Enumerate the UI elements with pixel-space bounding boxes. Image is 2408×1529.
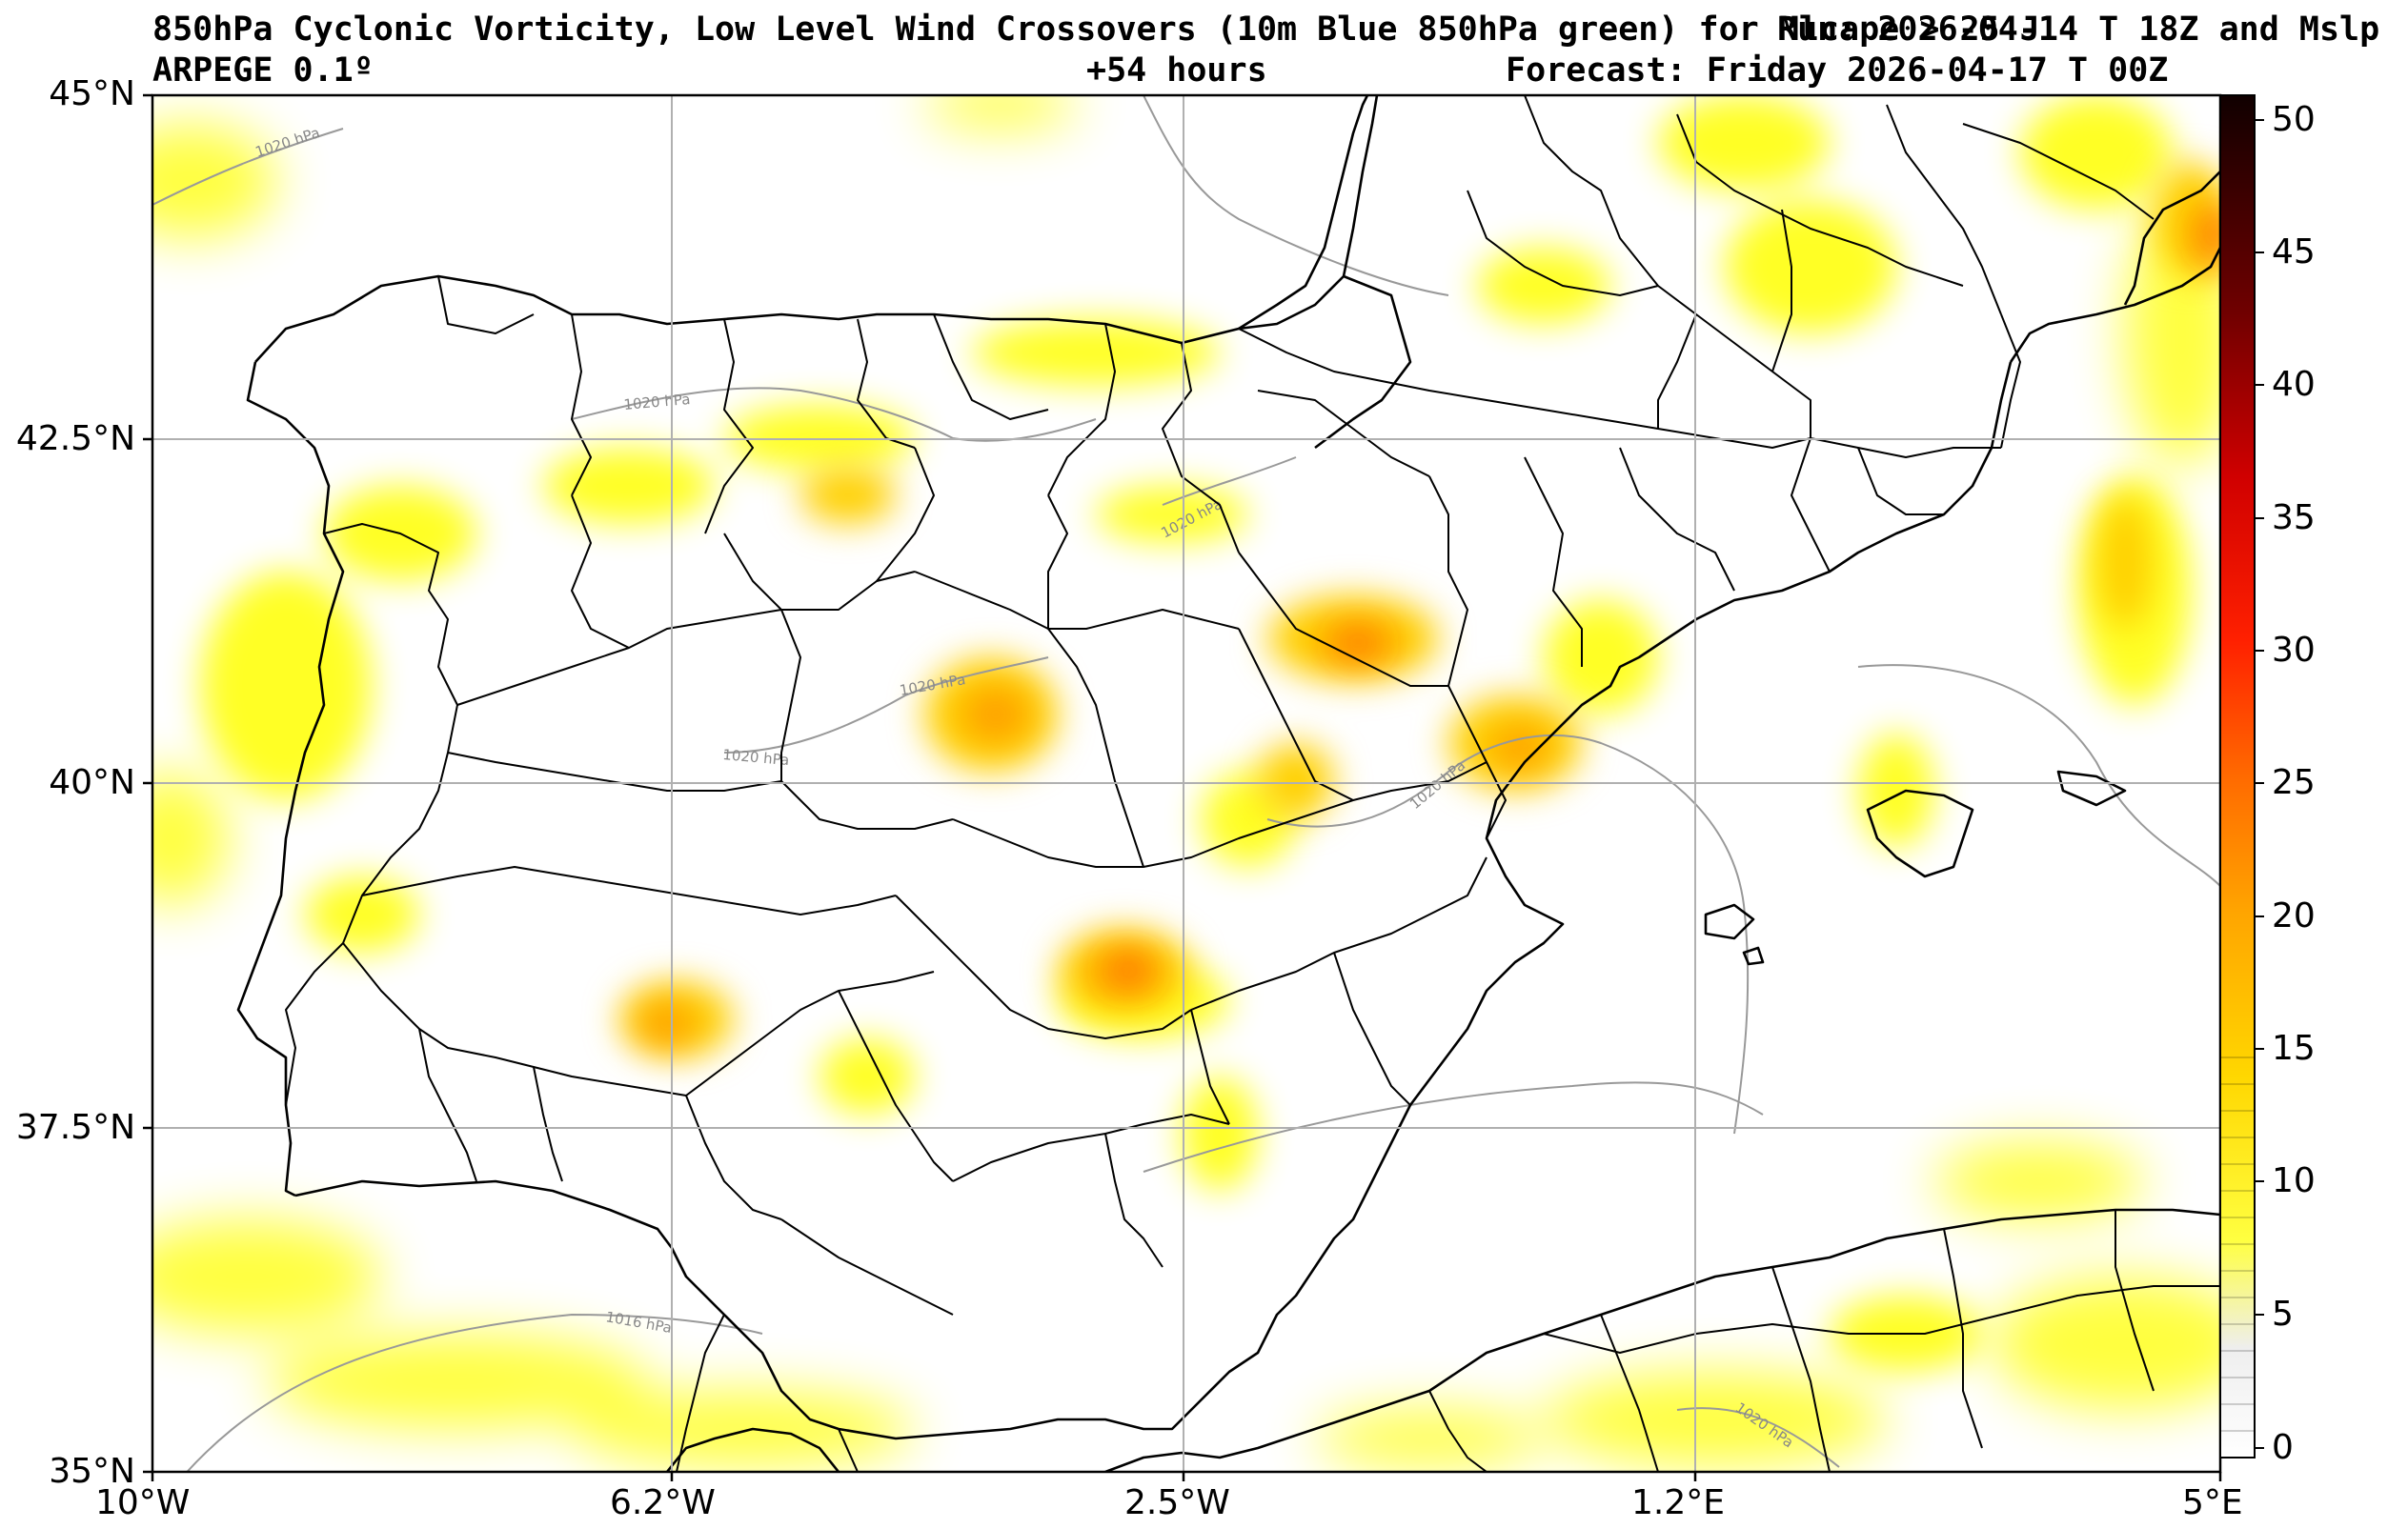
gridlines [152, 95, 2220, 1472]
lat-tick-label: 37.5°N [15, 1108, 135, 1147]
colorbar-frame [2219, 94, 2256, 1459]
colorbar-gradient [2220, 95, 2255, 1458]
colorbar-levels [2220, 1056, 2255, 1432]
lon-tick-label: 6.2°W [610, 1483, 716, 1522]
colorbar [2219, 94, 2264, 1459]
colorbar-tick-label: 30 [2272, 631, 2316, 670]
colorbar-tick-label: 0 [2272, 1428, 2294, 1467]
vorticity-shading [152, 95, 2220, 1467]
model-name: ARPEGE 0.1º [152, 51, 374, 90]
colorbar-tick-label: 50 [2272, 100, 2316, 139]
lat-tick-label: 42.5°N [15, 419, 135, 458]
forecast-time: Forecast: Friday 2026-04-17 T 00Z [1506, 51, 2169, 90]
lon-tick-label: 2.5°W [1124, 1483, 1230, 1522]
lead-time: +54 hours [1086, 51, 1267, 90]
axis-ticks [143, 93, 2222, 1481]
coastlines [236, 95, 2220, 1472]
colorbar-tick-label: 15 [2272, 1029, 2316, 1068]
lat-tick-label: 35°N [49, 1452, 135, 1491]
lat-tick-label: 40°N [49, 763, 135, 802]
colorbar-tick-label: 10 [2272, 1161, 2316, 1200]
lon-tick-label: 10°W [95, 1483, 191, 1522]
colorbar-ticks [2255, 119, 2264, 1449]
colorbar-tick-label: 25 [2272, 763, 2316, 802]
colorbar-tick-label: 35 [2272, 498, 2316, 537]
colorbar-tick-label: 5 [2272, 1295, 2294, 1334]
title-line-1: 850hPa Cyclonic Vorticity, Low Level Win… [152, 10, 2040, 49]
lon-tick-label: 5°E [2182, 1483, 2243, 1522]
lon-tick-label: 1.2°E [1631, 1483, 1725, 1522]
borders [285, 95, 2220, 1472]
colorbar-tick-label: 45 [2272, 232, 2316, 272]
colorbar-tick-label: 20 [2272, 896, 2316, 936]
title-run-overlap: Run: 2026-04-14 T 18Z and Mslp [1777, 10, 2380, 49]
colorbar-tick-label: 40 [2272, 365, 2316, 404]
lat-tick-label: 45°N [49, 74, 135, 113]
